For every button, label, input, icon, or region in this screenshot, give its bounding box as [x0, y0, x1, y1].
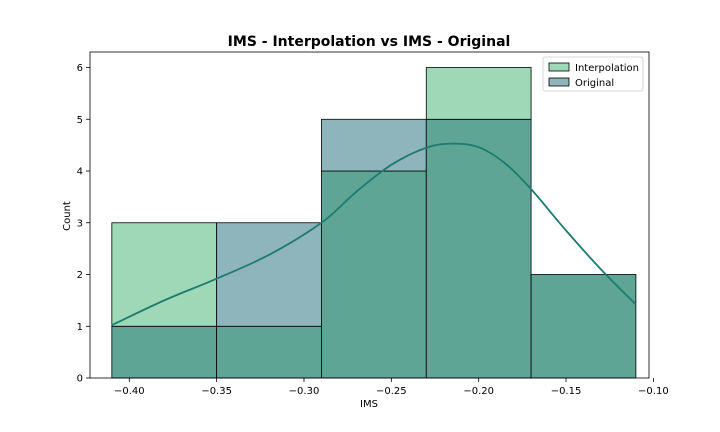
- x-tick-label: −0.25: [376, 386, 407, 397]
- legend-label-original: Original: [575, 78, 614, 89]
- x-axis: −0.40 −0.35 −0.30 −0.25 −0.20 −0.15 −0.10: [114, 378, 669, 397]
- x-tick-label: −0.10: [638, 386, 669, 397]
- legend: Interpolation Original: [542, 56, 644, 92]
- y-tick-label: 6: [77, 63, 83, 74]
- legend-label-interpolation: Interpolation: [575, 63, 639, 74]
- y-axis-label: Count: [62, 201, 73, 231]
- plot-frame: [89, 51, 650, 379]
- bar-interpolation-0: [111, 222, 218, 327]
- x-tick-label: −0.35: [201, 386, 232, 397]
- y-tick-label: 3: [77, 218, 83, 229]
- x-tick-label: −0.30: [289, 386, 320, 397]
- bar-original-1: [216, 222, 322, 327]
- y-tick-label: 5: [77, 115, 83, 126]
- x-axis-label: IMS: [360, 399, 378, 410]
- bar-overlap-1: [216, 325, 322, 379]
- bar-overlap-2: [321, 170, 427, 379]
- y-tick-label: 0: [77, 374, 83, 385]
- y-axis: 0 1 2 3 4 5 6: [77, 63, 90, 385]
- bar-overlap-3: [425, 118, 532, 379]
- y-tick-label: 4: [77, 167, 83, 178]
- x-tick-label: −0.40: [114, 386, 145, 397]
- kde-curve: [111, 142, 637, 327]
- legend-swatch-interpolation: [548, 62, 570, 72]
- legend-swatch-original: [548, 77, 570, 87]
- y-tick-label: 1: [77, 322, 83, 333]
- x-tick-label: −0.20: [463, 386, 494, 397]
- x-tick-label: −0.15: [551, 386, 582, 397]
- y-tick-label: 2: [77, 270, 83, 281]
- chart-title: IMS - Interpolation vs IMS - Original: [228, 34, 511, 50]
- bar-overlap-4: [530, 274, 637, 379]
- bar-interpolation-3: [425, 67, 532, 120]
- bars-layer: [111, 67, 637, 379]
- bar-original-2: [321, 118, 427, 172]
- bar-overlap-0: [111, 325, 218, 379]
